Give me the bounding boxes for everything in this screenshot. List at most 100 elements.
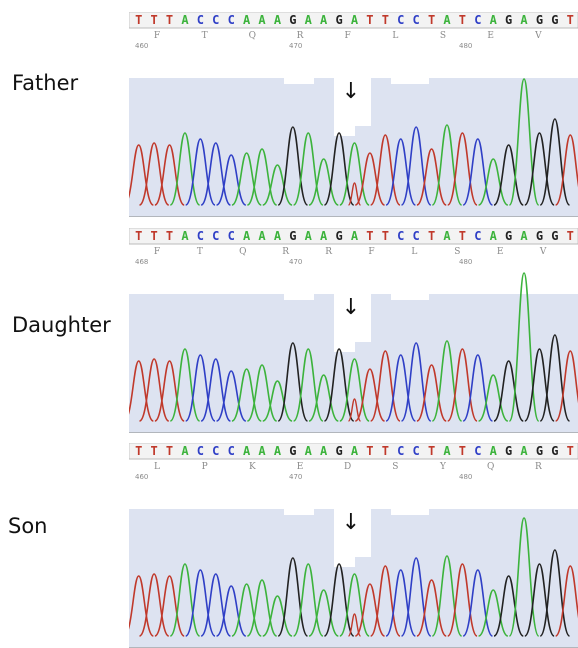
trace-peak (292, 132, 324, 206)
trace-peak (554, 565, 578, 637)
trace-peak (308, 589, 339, 637)
base-letter: T (382, 13, 389, 27)
base-letter: C (474, 13, 481, 27)
trace-peak (129, 360, 155, 422)
base-letter: A (520, 13, 528, 27)
amino-acid-letter: E (297, 462, 304, 472)
base-letter: T (151, 444, 158, 458)
trace-peak (554, 134, 578, 206)
base-letter: T (135, 13, 142, 27)
position-number: 468 (135, 258, 148, 266)
base-letter: C (212, 229, 219, 243)
chromatogram-daughter-svg: T T T A C C C A A A G A A G A T T C C T A T C A G A G G TF T Q R R F L S E V4… (129, 228, 578, 433)
base-letter: C (474, 229, 481, 243)
base-letter: C (228, 444, 235, 458)
amino-acid-letter: R (535, 462, 542, 472)
trace-peak (138, 142, 170, 206)
base-letter: C (397, 444, 404, 458)
trace-peak (231, 368, 262, 422)
secondary-peak (347, 182, 362, 206)
base-letter: T (135, 229, 142, 243)
base-letter: T (459, 229, 466, 243)
trace-peak (292, 348, 324, 422)
trace-peak (262, 595, 293, 637)
base-letter: C (197, 13, 204, 27)
trace-peak (246, 364, 278, 422)
base-letter: G (505, 444, 512, 458)
base-letter: A (181, 13, 189, 27)
trace-peak (277, 126, 309, 206)
base-letter: T (428, 444, 435, 458)
base-letter: A (490, 444, 498, 458)
trace-peak (416, 579, 447, 637)
trace-peak (323, 563, 355, 637)
base-letter: G (551, 229, 558, 243)
trace-peak (246, 579, 278, 637)
trace-peak (478, 374, 509, 422)
trace-peak (354, 152, 386, 206)
trace-peak (169, 132, 201, 206)
trace-peak (369, 565, 401, 637)
base-letter: G (289, 229, 296, 243)
base-letter: A (351, 13, 359, 27)
base-letter: A (443, 229, 451, 243)
variant-arrow: ↓ (342, 510, 360, 535)
amino-acid-letter: P (202, 462, 208, 472)
base-letter: T (166, 444, 173, 458)
base-letter: C (397, 229, 404, 243)
trace-peak (277, 342, 309, 422)
chromatogram-son: T T T A C C C A A A G A A G A T T C C T A T C A G A G G T L P K E D S Y Q R 46… (129, 443, 578, 648)
secondary-peak (347, 613, 362, 637)
trace-peak (231, 152, 262, 206)
quality-region (129, 509, 578, 648)
base-letter: C (397, 13, 404, 27)
trace-peak (462, 138, 494, 206)
trace-peak (446, 348, 478, 422)
amino-acid-letter: T (202, 31, 208, 41)
base-letter: C (212, 444, 219, 458)
trace-peak (554, 350, 578, 422)
base-letter: A (520, 229, 528, 243)
amino-acid-letter: Q (249, 31, 256, 41)
amino-acid-letter: S (454, 247, 460, 257)
quality-region (129, 294, 578, 433)
amino-acid-letter: R (325, 247, 332, 257)
trace-peak (215, 154, 247, 206)
base-letter: A (305, 13, 313, 27)
sample-label-father: Father (12, 71, 79, 95)
trace-peak (231, 583, 262, 637)
amino-acid-letter: L (411, 247, 417, 257)
amino-acid-letter: Y (439, 462, 447, 472)
base-letter: A (243, 444, 251, 458)
trace-peak (539, 549, 571, 637)
trace-peak (323, 132, 355, 206)
base-letter: T (366, 229, 373, 243)
trace-peak (200, 358, 232, 422)
amino-acid-letter: Q (239, 247, 246, 257)
trace-peak (462, 354, 494, 422)
trace-peak (431, 340, 463, 422)
base-letter: A (258, 229, 266, 243)
base-letter: T (151, 229, 158, 243)
base-letter: A (243, 13, 251, 27)
trace-peak (431, 124, 463, 206)
trace-peak (369, 350, 401, 422)
base-letter: T (567, 13, 574, 27)
base-letter: T (567, 444, 574, 458)
trace-peak (431, 555, 463, 637)
base-letter: G (536, 444, 543, 458)
position-number: 460 (135, 42, 148, 50)
base-letter: T (382, 229, 389, 243)
base-letter: A (520, 444, 528, 458)
amino-acid-letter: D (344, 462, 351, 472)
trace-peak (446, 132, 478, 206)
base-letter: C (197, 444, 204, 458)
base-letter: T (166, 229, 173, 243)
trace-peak (539, 334, 571, 422)
trace-peak (184, 138, 216, 206)
trace-peak (539, 118, 571, 206)
base-letter: A (258, 444, 266, 458)
base-letter: G (505, 229, 512, 243)
trace-peak (246, 148, 278, 206)
base-letter: T (459, 13, 466, 27)
